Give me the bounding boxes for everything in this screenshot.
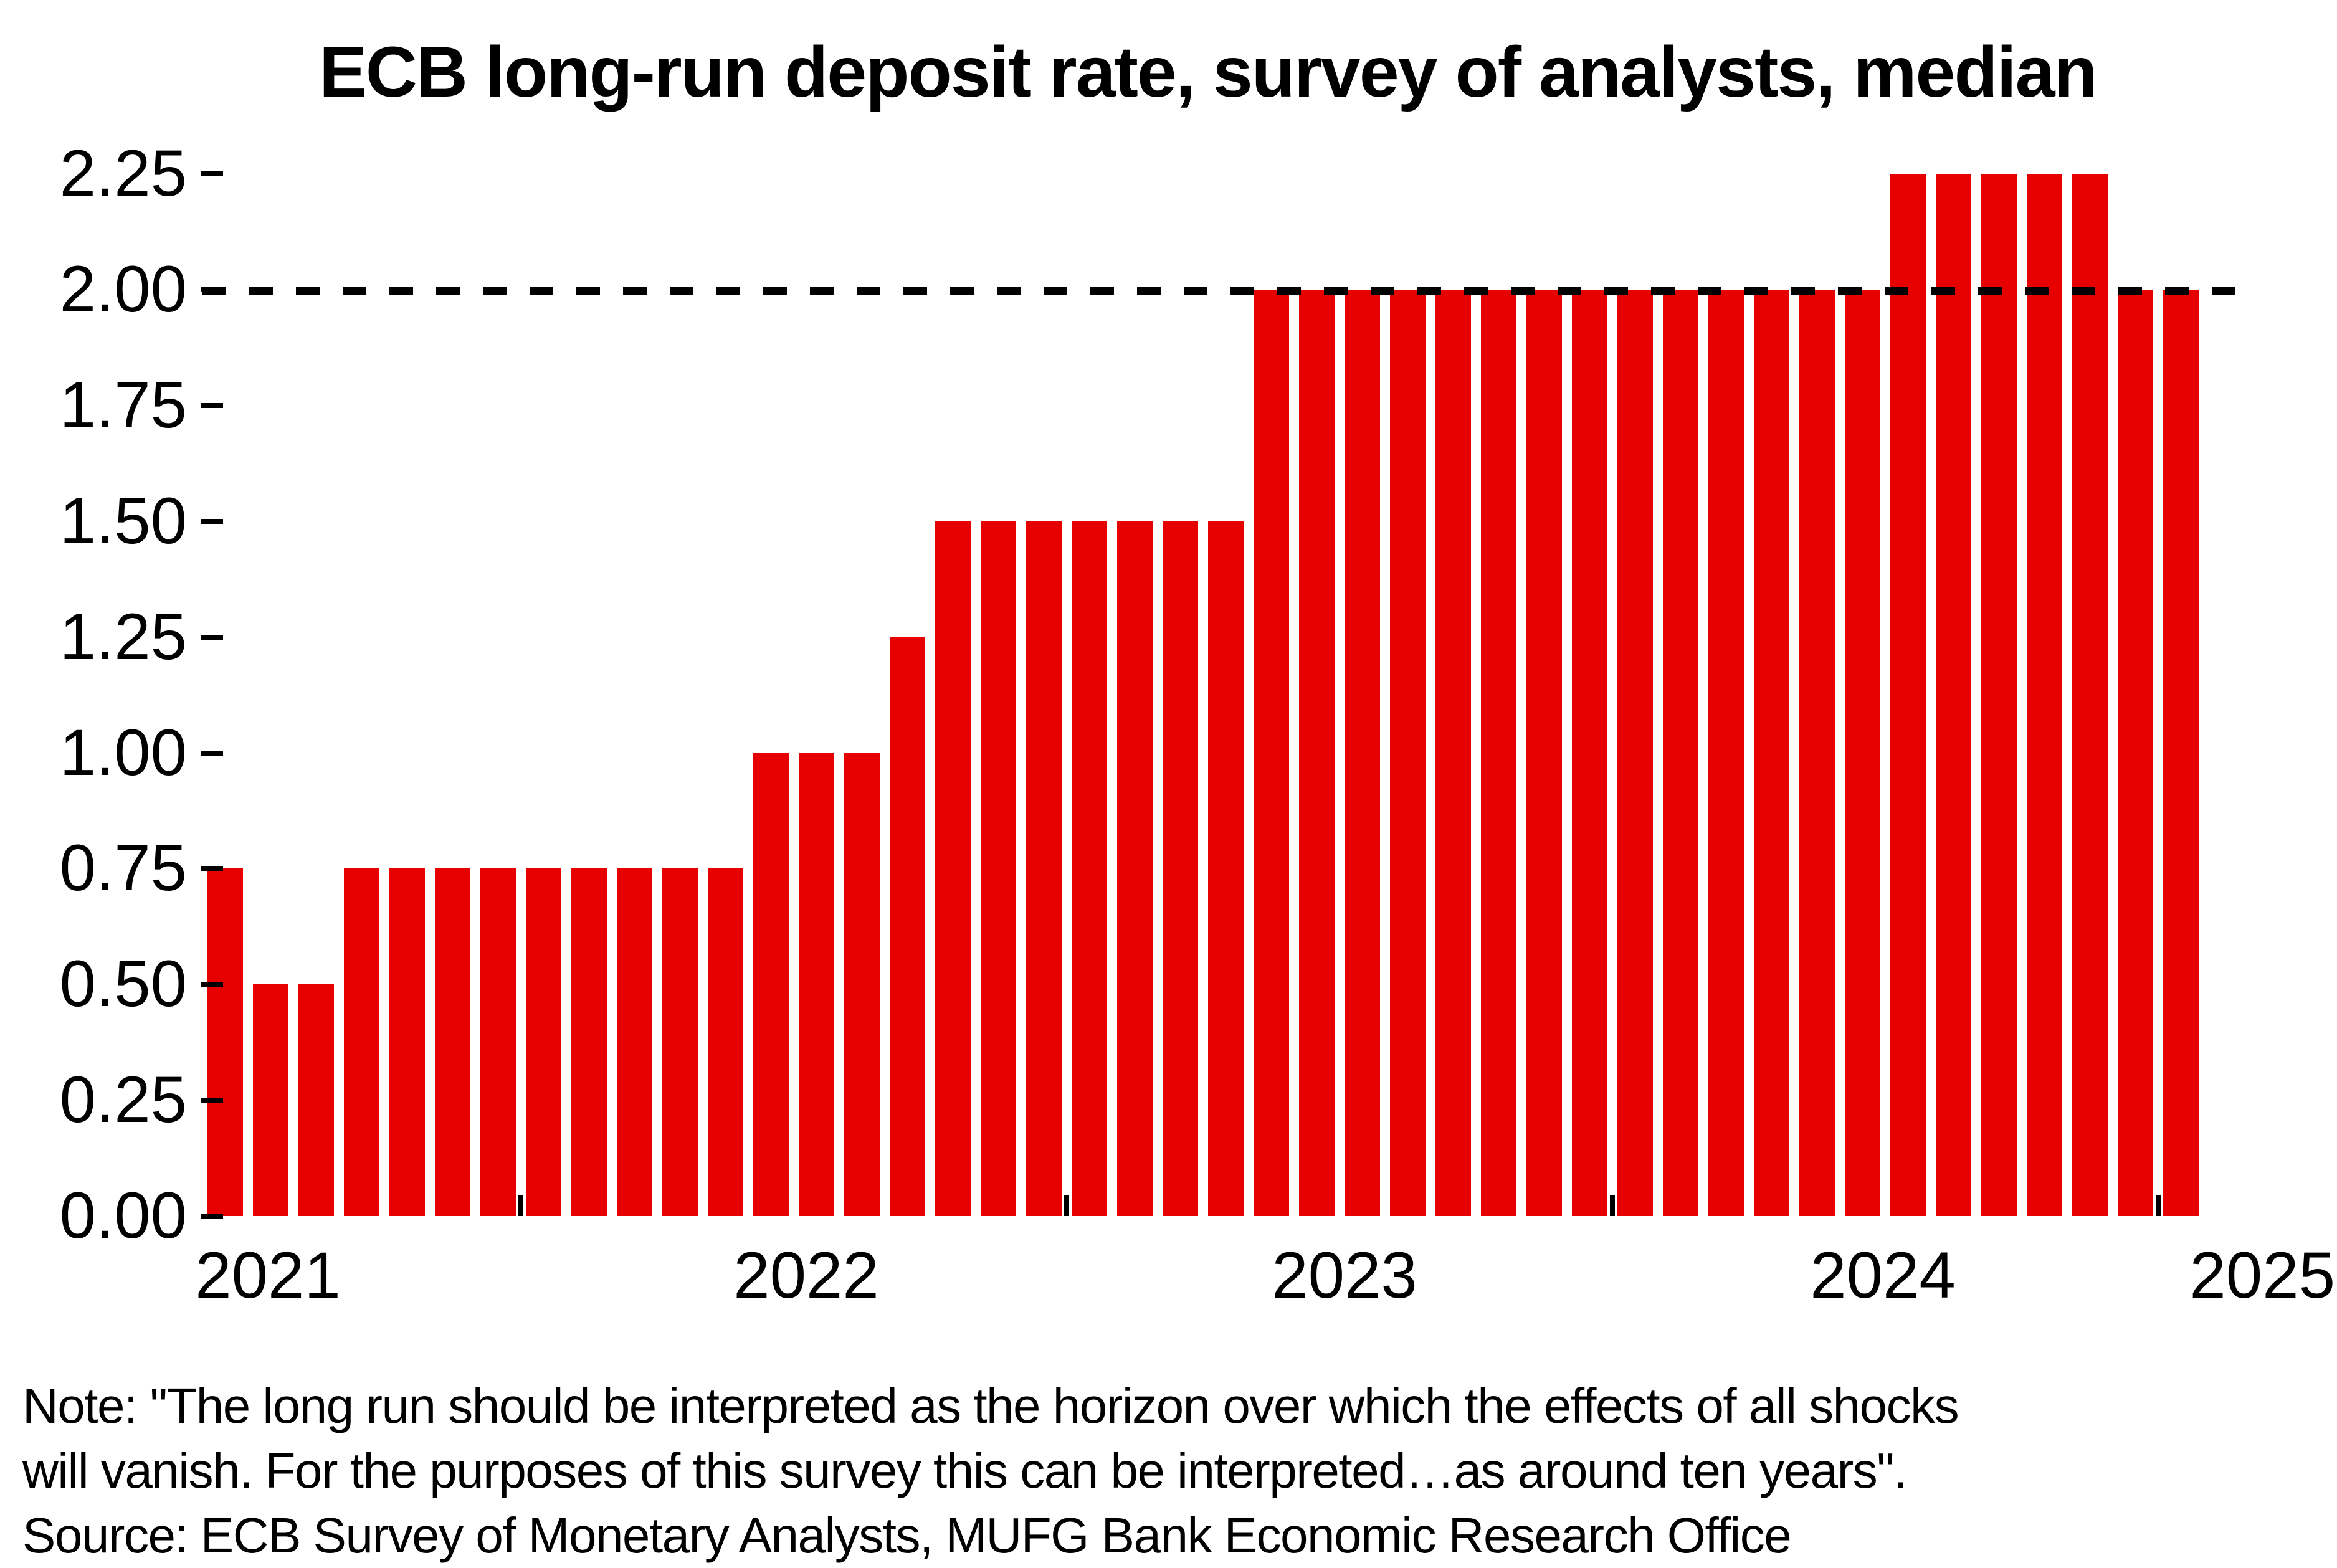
bar — [571, 868, 607, 1216]
y-axis-tick — [201, 1214, 223, 1219]
x-axis-tick — [2156, 1195, 2161, 1216]
bar — [1754, 290, 1789, 1216]
x-axis-year-label: 2024 — [1810, 1239, 1956, 1312]
bar — [1981, 174, 2017, 1216]
bar — [1936, 174, 1971, 1216]
bar — [1390, 290, 1426, 1216]
bar — [935, 521, 971, 1216]
y-axis-tick — [201, 866, 223, 871]
y-axis-label: 1.50 — [59, 485, 187, 558]
y-axis-label: 0.25 — [59, 1063, 187, 1136]
bar — [298, 984, 334, 1216]
bar — [981, 521, 1016, 1216]
bar — [2118, 290, 2153, 1216]
bar — [1708, 290, 1744, 1216]
x-axis-tick — [1064, 1195, 1069, 1216]
bar — [253, 984, 288, 1216]
reference-line-2.00 — [202, 287, 2237, 295]
bar — [1299, 290, 1335, 1216]
note-line-2: will vanish. For the purposes of this su… — [22, 1443, 1907, 1498]
bar — [1026, 521, 1062, 1216]
bar — [617, 868, 652, 1216]
y-axis-tick — [201, 751, 223, 756]
bar — [1481, 290, 1516, 1216]
y-axis-label: 0.75 — [59, 832, 187, 905]
bar — [708, 868, 743, 1216]
bar — [480, 868, 516, 1216]
bar — [1163, 521, 1198, 1216]
bar — [2163, 290, 2199, 1216]
bar — [1208, 521, 1244, 1216]
x-axis-tick — [1610, 1195, 1615, 1216]
bar — [1526, 290, 1562, 1216]
note-line-1: Note: "The long run should be interprete… — [22, 1378, 1959, 1433]
bar — [1799, 290, 1835, 1216]
bar — [389, 868, 425, 1216]
y-axis-label: 2.00 — [59, 253, 187, 326]
bar — [207, 868, 243, 1216]
bar — [1345, 290, 1380, 1216]
y-axis-tick — [201, 403, 223, 408]
bar — [526, 868, 561, 1216]
x-axis-year-label: 2023 — [1272, 1239, 1417, 1312]
bar — [844, 753, 880, 1216]
bar — [753, 753, 789, 1216]
bar — [1845, 290, 1880, 1216]
bar — [1572, 290, 1607, 1216]
footnote-block: Note: "The long run should be interprete… — [22, 1374, 1959, 1568]
y-axis-label: 1.00 — [59, 716, 187, 789]
x-axis-tick — [518, 1195, 523, 1216]
bar — [1117, 521, 1153, 1216]
y-axis-tick — [201, 1098, 223, 1103]
bar — [344, 868, 379, 1216]
x-axis-year-label: 2025 — [2189, 1239, 2335, 1312]
bar — [1663, 290, 1698, 1216]
x-axis-year-label: 2021 — [195, 1239, 341, 1312]
y-axis-label: 1.75 — [59, 369, 187, 442]
y-axis-label: 2.25 — [59, 137, 187, 210]
bar — [1254, 290, 1289, 1216]
bar — [890, 637, 925, 1216]
bar — [799, 753, 834, 1216]
y-axis-tick — [201, 171, 223, 176]
y-axis-tick — [201, 635, 223, 640]
bar — [435, 868, 470, 1216]
source-line: Source: ECB Survey of Monetary Analysts,… — [22, 1508, 1792, 1563]
bar — [2027, 174, 2062, 1216]
bar — [1890, 174, 1926, 1216]
bar — [1435, 290, 1471, 1216]
x-axis-year-label: 2022 — [733, 1239, 879, 1312]
bar — [1617, 290, 1653, 1216]
y-axis-label: 0.50 — [59, 948, 187, 1020]
y-axis-label: 1.25 — [59, 601, 187, 673]
chart-title: ECB long-run deposit rate, survey of ana… — [319, 32, 2098, 112]
bar — [662, 868, 698, 1216]
bar — [1072, 521, 1107, 1216]
y-axis-tick — [201, 982, 223, 987]
y-axis-label: 0.00 — [59, 1179, 187, 1252]
bar — [2072, 174, 2108, 1216]
y-axis-tick — [201, 519, 223, 524]
